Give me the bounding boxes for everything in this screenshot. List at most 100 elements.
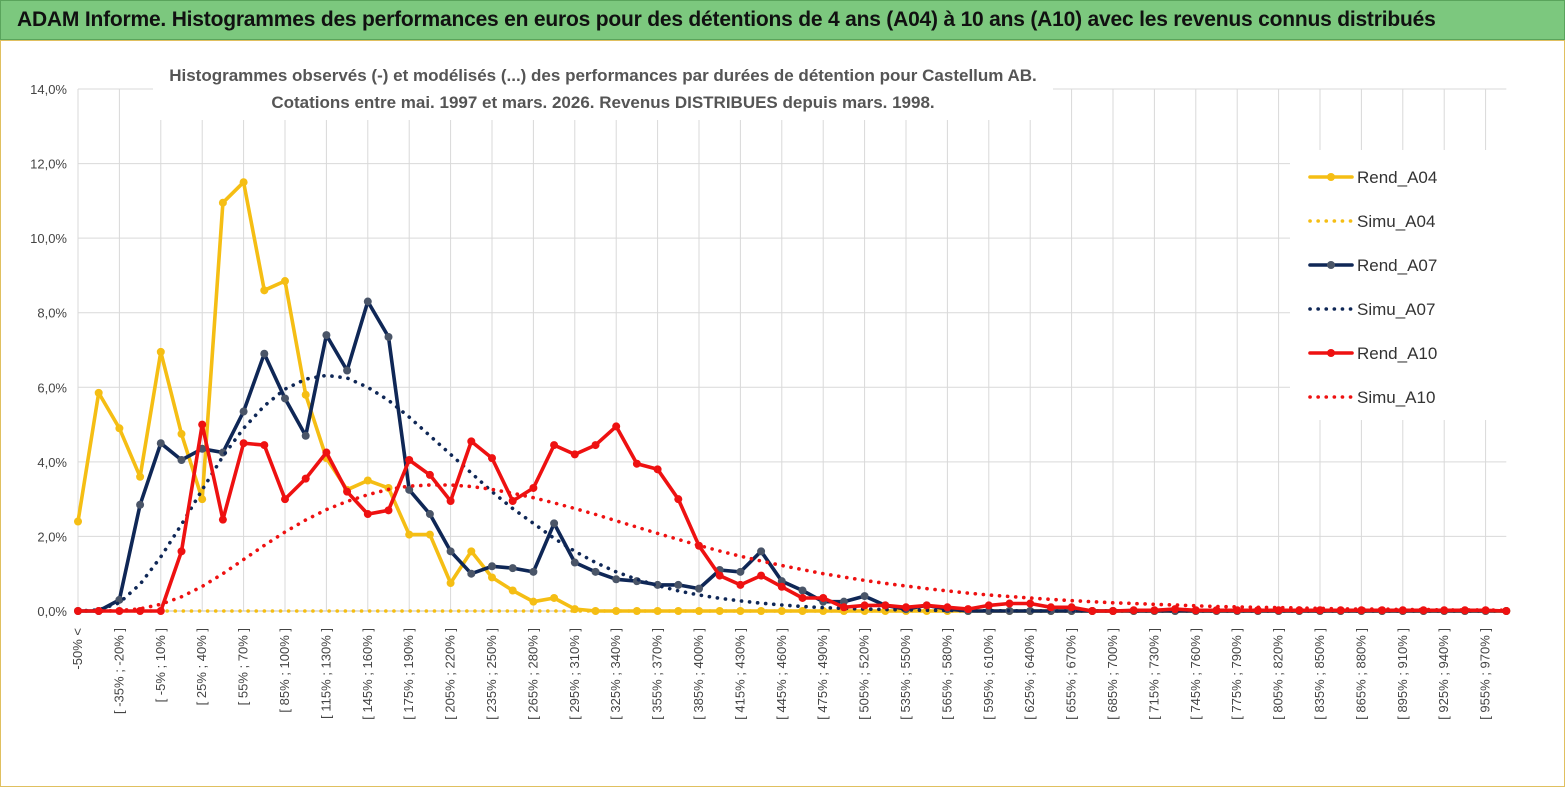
point-Rend_A10 (363, 510, 372, 519)
point-Rend_A10 (777, 582, 786, 591)
point-Rend_A10 (446, 497, 455, 506)
point-Rend_A10 (1129, 606, 1138, 615)
point-Rend_A10 (570, 450, 579, 459)
x-tick-label: [ -5% ; 10% ] (153, 628, 168, 702)
point-Rend_A07 (984, 607, 993, 615)
point-Rend_A10 (550, 441, 559, 450)
point-Rend_A07 (1026, 607, 1035, 615)
point-Rend_A10 (1191, 606, 1200, 615)
x-tick-label: [ 445% ; 460% ] (774, 628, 789, 720)
title-banner: ADAM Informe. Histogrammes des performan… (0, 0, 1565, 40)
point-Rend_A07 (405, 485, 414, 494)
point-Rend_A07 (467, 569, 476, 578)
point-Rend_A10 (508, 497, 517, 506)
point-Rend_A04 (198, 495, 207, 504)
x-tick-label: [ 775% ; 790% ] (1229, 628, 1244, 720)
point-Rend_A10 (1026, 599, 1035, 608)
x-tick-label: [ 835% ; 850% ] (1312, 628, 1327, 720)
chart-subtitle-line1: Histogrammes observés (-) et modélisés (… (169, 66, 1037, 85)
point-Rend_A10 (736, 580, 745, 589)
point-Rend_A04 (405, 530, 414, 539)
point-Rend_A07 (446, 547, 455, 556)
point-Rend_A04 (508, 586, 517, 595)
point-Rend_A10 (1046, 603, 1055, 612)
x-axis: -50% < [ -35% ; -20% ] [ -5% ; 10% ] [ 25% … (70, 628, 1493, 720)
x-tick-label: [ 25% ; 40% ] (194, 628, 209, 705)
point-Rend_A10 (860, 601, 869, 610)
series-Rend_A10 (76, 422, 1509, 613)
y-tick-label: 12,0% (30, 157, 67, 172)
y-tick-label: 10,0% (30, 231, 67, 246)
point-Rend_A04 (94, 388, 103, 397)
subtitle-background (153, 60, 1053, 120)
x-tick-label: [ 355% ; 370% ] (650, 628, 665, 720)
legend-label-Simu_A10: Simu_A10 (1357, 388, 1435, 407)
point-Rend_A07 (777, 577, 786, 586)
point-Rend_A10 (943, 603, 952, 612)
point-Rend_A10 (715, 571, 724, 580)
x-tick-label: [ 475% ; 490% ] (815, 628, 830, 720)
point-Rend_A04 (425, 530, 434, 539)
point-Rend_A10 (1109, 607, 1117, 615)
legend-label-Simu_A04: Simu_A04 (1357, 212, 1435, 231)
point-Rend_A07 (798, 586, 807, 595)
point-Rend_A07 (839, 597, 848, 606)
point-Rend_A07 (260, 349, 269, 358)
y-tick-label: 2,0% (37, 529, 67, 544)
x-tick-label: [ 55% ; 70% ] (236, 628, 251, 705)
point-Rend_A04 (136, 472, 145, 481)
x-tick-label: [ 505% ; 520% ] (857, 628, 872, 720)
point-Rend_A07 (591, 567, 600, 576)
point-Rend_A04 (218, 198, 227, 207)
point-Rend_A10 (218, 515, 227, 524)
x-tick-label: [ 175% ; 190% ] (401, 628, 416, 720)
point-Rend_A10 (902, 603, 910, 612)
point-Rend_A07 (695, 584, 703, 593)
point-Rend_A07 (322, 331, 331, 340)
point-Rend_A10 (529, 483, 538, 492)
point-Rend_A04 (550, 593, 559, 602)
x-tick-label: [ 715% ; 730% ] (1146, 628, 1161, 720)
point-Rend_A10 (94, 607, 103, 615)
legend-label-Rend_A07: Rend_A07 (1357, 256, 1437, 275)
x-tick-label: [ 565% ; 580% ] (939, 628, 954, 720)
legend-marker-Rend_A07 (1327, 261, 1335, 269)
point-Rend_A10 (1150, 606, 1159, 615)
x-tick-label: [ 595% ; 610% ] (981, 628, 996, 720)
point-Rend_A10 (674, 495, 683, 504)
y-tick-label: 4,0% (37, 455, 67, 470)
point-Rend_A04 (260, 286, 269, 295)
x-tick-label: [ 865% ; 880% ] (1353, 628, 1368, 720)
legend-label-Simu_A07: Simu_A07 (1357, 300, 1435, 319)
point-Rend_A10 (156, 607, 165, 615)
legend-background (1290, 150, 1510, 420)
point-Rend_A10 (1460, 606, 1469, 615)
point-Rend_A10 (301, 474, 310, 483)
point-Rend_A07 (736, 567, 745, 576)
point-Rend_A07 (529, 567, 538, 576)
legend: Rend_A04 Simu_A04 Rend_A07 Simu_A07 Rend_A10… (1308, 168, 1437, 407)
x-tick-label: [ 535% ; 550% ] (898, 628, 913, 720)
legend-marker-Rend_A10 (1327, 349, 1335, 357)
point-Rend_A07 (612, 575, 621, 584)
y-tick-label: 6,0% (37, 380, 67, 395)
legend-label-Rend_A04: Rend_A04 (1357, 168, 1437, 187)
point-Rend_A10 (922, 601, 931, 610)
x-tick-label: [ 955% ; 970% ] (1478, 628, 1493, 720)
y-tick-label: 8,0% (37, 306, 67, 321)
point-Rend_A07 (488, 562, 496, 571)
point-Rend_A04 (467, 547, 476, 556)
point-Rend_A04 (488, 573, 496, 582)
point-Rend_A04 (446, 579, 455, 588)
point-Rend_A04 (74, 517, 82, 526)
point-Rend_A07 (177, 455, 186, 464)
point-Rend_A04 (115, 424, 124, 433)
point-Rend_A04 (363, 476, 372, 485)
point-Rend_A07 (653, 580, 662, 589)
point-Rend_A10 (819, 593, 828, 602)
point-Rend_A10 (1502, 607, 1511, 615)
point-Rend_A04 (612, 607, 621, 615)
point-Rend_A10 (239, 439, 248, 448)
point-Rend_A07 (281, 394, 289, 403)
point-Rend_A10 (384, 506, 393, 515)
